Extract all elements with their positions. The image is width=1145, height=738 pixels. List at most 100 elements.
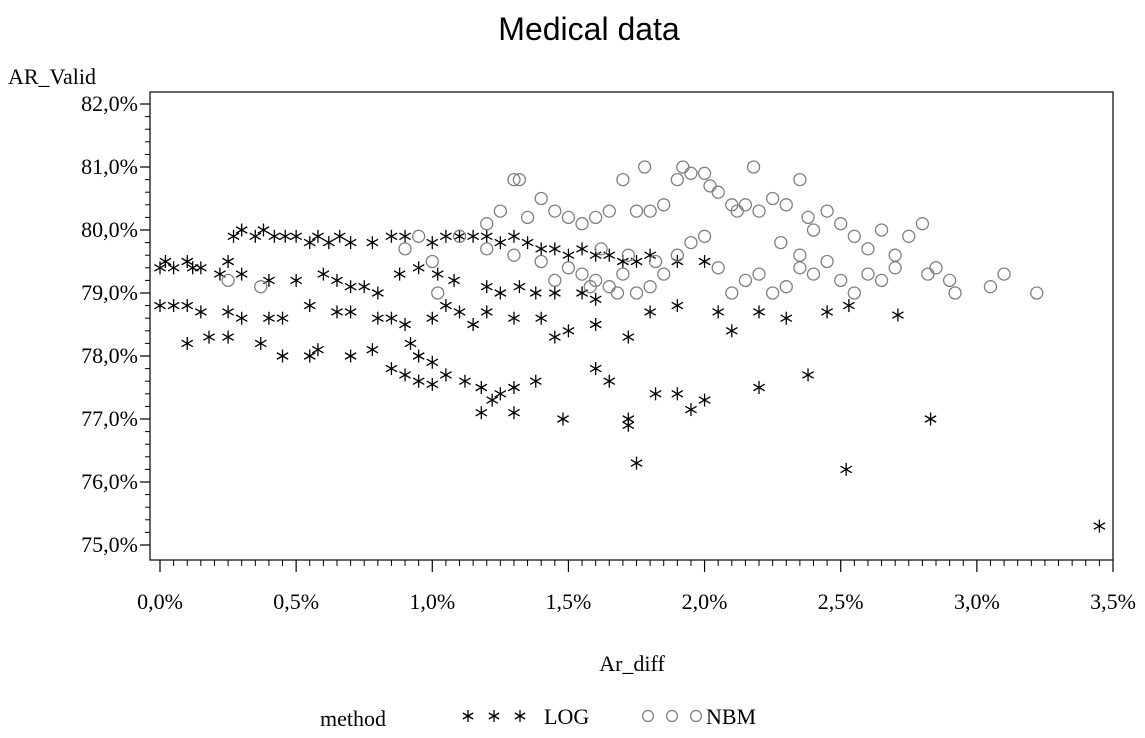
point-log — [780, 311, 793, 325]
point-nbm — [512, 172, 527, 187]
point-nbm — [534, 191, 548, 206]
point-nbm — [801, 210, 815, 225]
point-log — [222, 305, 235, 319]
point-log — [548, 242, 561, 256]
point-nbm — [929, 261, 943, 275]
x-tick-label: 3,0% — [954, 589, 1000, 614]
y-tick-label: 80,0% — [81, 217, 138, 242]
y-tick-label: 77,0% — [81, 406, 138, 431]
point-log — [802, 368, 814, 382]
point-log — [649, 387, 662, 401]
x-tick-label: 0,0% — [137, 589, 183, 614]
point-log — [671, 299, 684, 313]
point-nbm — [425, 254, 439, 269]
point-nbm — [629, 204, 644, 218]
point-log — [426, 355, 439, 369]
point-nbm — [657, 267, 671, 281]
point-nbm — [520, 210, 535, 225]
point-log — [535, 311, 548, 325]
point-log — [840, 462, 853, 476]
point-log — [548, 330, 561, 344]
point-log — [331, 305, 343, 319]
point-nbm — [684, 235, 698, 250]
point-log — [213, 267, 226, 281]
point-log — [203, 330, 215, 344]
point-nbm — [670, 172, 684, 187]
point-nbm — [583, 280, 597, 294]
y-axis-label: AR_Valid — [8, 64, 96, 89]
y-tick-label: 76,0% — [81, 469, 138, 494]
point-log — [249, 229, 262, 243]
y-tick-label: 75,0% — [81, 532, 138, 557]
point-log — [393, 267, 406, 281]
point-nbm — [548, 204, 562, 218]
point-log — [494, 236, 507, 250]
point-log — [622, 418, 635, 432]
series-log — [154, 223, 1106, 533]
point-log — [404, 336, 417, 350]
point-nbm — [765, 286, 780, 300]
point-log — [924, 412, 937, 426]
point-nbm — [254, 280, 268, 294]
point-log — [371, 286, 384, 300]
point-nbm — [847, 229, 861, 243]
point-log — [459, 374, 471, 388]
point-log — [227, 229, 240, 243]
y-tick-label: 78,0% — [81, 343, 138, 368]
point-log — [181, 255, 194, 268]
point-nbm — [765, 191, 780, 206]
point-log — [194, 261, 207, 275]
point-log — [222, 330, 235, 344]
point-nbm — [888, 248, 902, 262]
point-log — [494, 286, 507, 300]
y-tick-label: 79,0% — [81, 280, 138, 305]
point-log — [589, 362, 602, 376]
point-log — [480, 280, 493, 294]
point-nbm — [779, 198, 793, 212]
x-tick-label: 0,5% — [273, 589, 319, 614]
point-nbm — [779, 280, 793, 294]
point-log — [385, 362, 398, 376]
point-log — [529, 374, 542, 388]
point-log — [235, 223, 248, 237]
x-tick-label: 1,5% — [546, 589, 592, 614]
point-nbm — [774, 235, 788, 250]
point-log — [589, 292, 602, 306]
point-log — [513, 280, 526, 294]
point-nbm — [657, 198, 671, 212]
point-log — [725, 324, 738, 338]
point-log — [480, 305, 493, 319]
point-nbm — [648, 254, 663, 269]
point-log — [603, 248, 616, 262]
point-log — [448, 273, 461, 287]
point-nbm — [480, 242, 494, 256]
point-nbm — [670, 248, 684, 262]
point-nbm — [820, 254, 834, 269]
point-log — [685, 403, 697, 417]
point-log — [154, 299, 166, 313]
point-log — [181, 336, 194, 350]
point-log — [426, 311, 439, 325]
point-log — [303, 349, 316, 363]
point-log — [311, 229, 324, 243]
point-log — [508, 381, 520, 394]
point-log — [412, 261, 425, 275]
point-log — [276, 349, 289, 363]
point-nbm — [412, 229, 426, 243]
point-nbm — [616, 172, 630, 187]
point-nbm — [752, 204, 766, 218]
point-log — [385, 311, 398, 325]
y-tick-label: 82,0% — [81, 91, 138, 116]
point-log — [311, 343, 324, 357]
point-log — [535, 242, 548, 256]
point-nbm — [684, 166, 698, 180]
point-log — [508, 229, 520, 243]
point-nbm — [711, 185, 725, 199]
point-nbm — [806, 223, 821, 237]
point-log — [630, 456, 643, 470]
point-nbm — [997, 267, 1011, 281]
point-log — [475, 406, 488, 420]
point-log — [344, 305, 357, 319]
point-nbm — [561, 210, 576, 225]
point-nbm — [676, 160, 690, 174]
